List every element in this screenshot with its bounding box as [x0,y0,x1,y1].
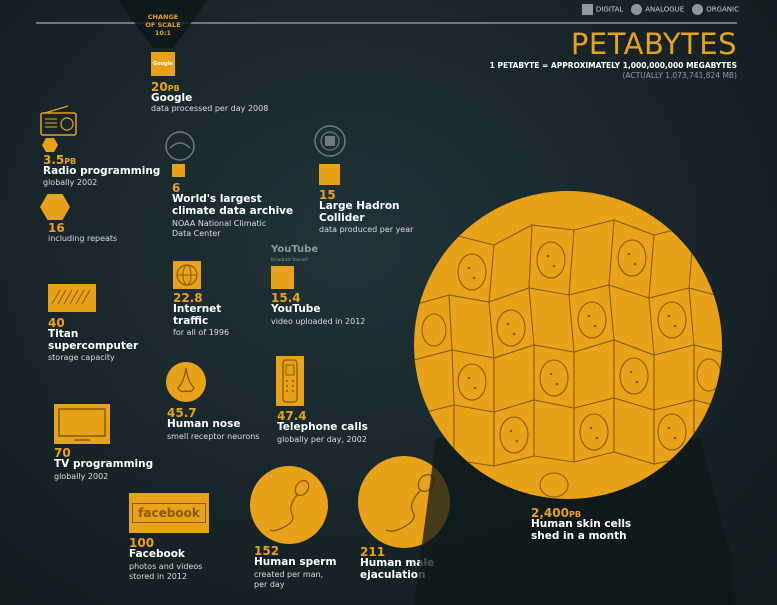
climate-value: 6 [172,181,181,195]
telephone-value: 47.4 [277,409,307,423]
radio-repeats-sub: including repeats [48,234,118,243]
globe-icon [173,261,201,289]
youtube-tagline: Broadcast Yourself [271,257,308,262]
facebook-logo: facebook [129,493,209,533]
radio-sub: globally 2002 [43,178,98,187]
internet-title: Internet traffic [173,303,222,327]
nose-icon [166,362,206,402]
skin-title: Human skin cells shed in a month [531,518,632,542]
scale-note: CHANGE OF SCALE 10:1 [145,13,181,37]
supercomputer-icon [48,284,96,312]
radio-value: 3.5PB [43,153,77,167]
climate-square [172,164,185,177]
lhc-sub: data produced per year [319,225,414,234]
divider [36,22,737,24]
hexagon-small-icon [42,138,58,152]
tv-sub: globally 2002 [54,472,109,481]
internet-value: 22.8 [173,291,203,305]
tv-icon [54,404,110,444]
telephone-title: Telephone calls [277,421,368,433]
legend-analogue: ANALOGUE [631,4,684,15]
legend-digital: DIGITAL [581,4,623,15]
titan-title: Titan supercomputer [48,328,139,352]
youtube-sub: video uploaded in 2012 [271,317,366,326]
sperm-title: Human sperm [254,556,337,568]
radio-repeats-value: 16 [48,221,65,235]
definition-note: (ACTUALLY 1,073,741,824 MB) [622,71,738,80]
sperm-icon [250,466,328,544]
hexagon-icon [40,194,70,220]
google-title: Google [151,92,193,104]
cern-logo-icon [314,125,346,157]
youtube-value: 15.4 [271,291,301,305]
tv-title: TV programming [54,458,154,470]
telephone-sub: globally per day, 2002 [277,435,367,444]
nose-title: Human nose [167,418,241,430]
titan-value: 40 [48,316,65,330]
lhc-title: Large Hadron Collider [319,200,400,224]
tv-value: 70 [54,446,71,460]
legend-organic: ORGANIC [692,4,739,15]
facebook-value: 100 [129,536,155,550]
google-sub: data processed per day 2008 [151,104,269,113]
lhc-value: 15 [319,188,336,202]
facebook-title: Facebook [129,548,185,560]
google-logo: Google [151,52,175,76]
climate-sub: NOAA National Climatic Data Center [172,219,267,238]
ejaculation-value: 211 [360,545,386,559]
scale-funnel [118,0,208,48]
youtube-title: YouTube [271,303,321,315]
radio-title: Radio programming [43,165,161,177]
radio-icon [40,105,77,136]
phone-icon [276,356,304,406]
internet-sub: for all of 1996 [173,328,230,337]
youtube-square [271,266,294,289]
nose-sub: smell receptor neurons [167,432,260,441]
facebook-sub: photos and videos stored in 2012 [129,562,203,581]
google-value: 20PB [151,80,180,94]
square-icon [581,4,593,15]
circle-icon [692,4,704,15]
sperm-sub: created per man, per day [254,570,324,589]
nose-value: 45.7 [167,406,197,420]
skin-cells-icon [414,191,732,605]
titan-sub: storage capacity [48,353,115,362]
youtube-logo: YouTube [271,244,319,255]
page-title: PETABYTES [570,27,737,61]
lhc-square [319,164,340,185]
definition-line: 1 PETABYTE = APPROXIMATELY 1,000,000,000… [489,61,737,70]
climate-title: World's largest climate data archive [172,193,294,217]
sperm-value: 152 [254,544,280,558]
noaa-logo-icon [165,131,195,161]
circle-icon [631,4,643,15]
ejaculation-title: Human male ejaculation [360,557,435,581]
skin-value: 2,400PB [531,506,581,520]
legend: DIGITAL ANALOGUE ORGANIC [581,4,739,15]
